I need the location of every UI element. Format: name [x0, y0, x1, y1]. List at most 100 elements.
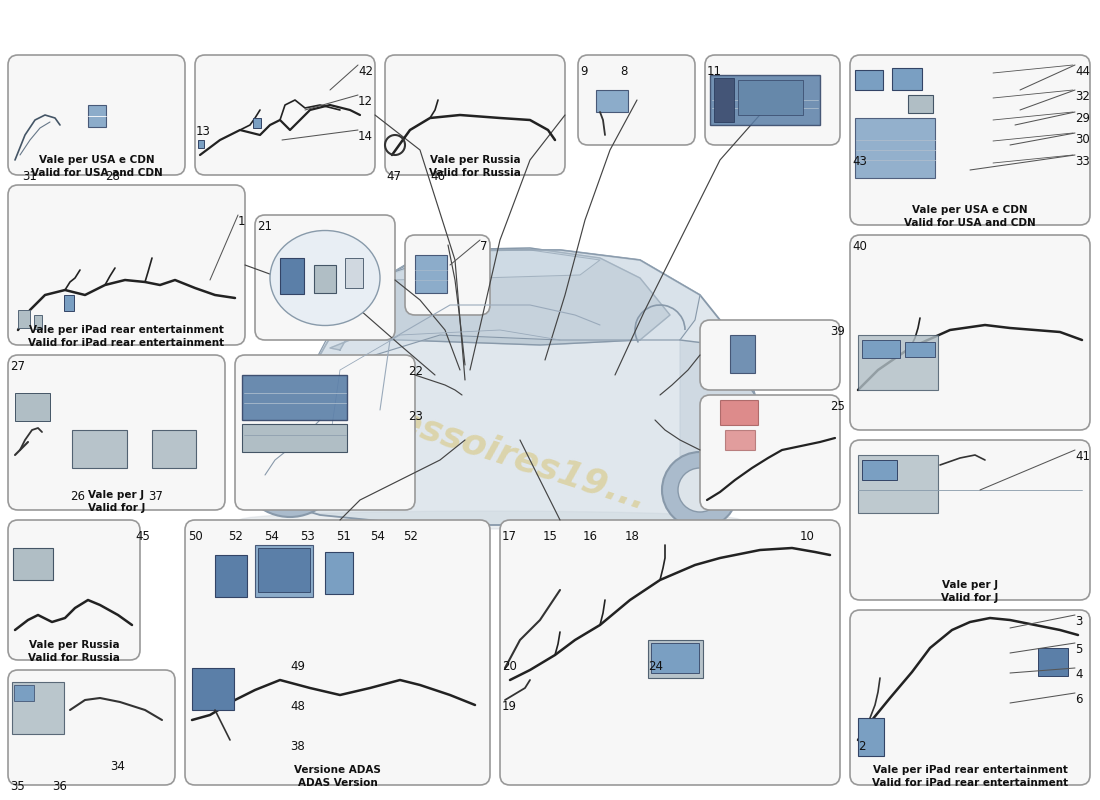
Bar: [855, 118, 935, 178]
Text: ADAS Version: ADAS Version: [298, 778, 377, 788]
FancyBboxPatch shape: [578, 55, 695, 145]
FancyBboxPatch shape: [255, 215, 395, 340]
Text: 8: 8: [620, 65, 627, 78]
Bar: [340, 320, 362, 332]
Text: 40: 40: [852, 240, 867, 253]
Bar: [280, 258, 304, 294]
Bar: [198, 140, 204, 148]
Text: 54: 54: [370, 530, 385, 543]
Text: 22: 22: [408, 365, 424, 378]
Text: 16: 16: [583, 530, 598, 543]
Bar: [858, 718, 884, 756]
FancyBboxPatch shape: [8, 670, 175, 785]
FancyBboxPatch shape: [235, 355, 415, 510]
Bar: [64, 295, 74, 311]
Bar: [862, 460, 896, 480]
Polygon shape: [255, 250, 760, 525]
Text: Vale per Russia: Vale per Russia: [29, 640, 119, 650]
Bar: [12, 682, 64, 734]
Text: 18: 18: [625, 530, 640, 543]
Text: Vale per Russia: Vale per Russia: [430, 155, 520, 165]
Bar: [214, 555, 248, 597]
Bar: [15, 393, 50, 421]
Text: 42: 42: [358, 65, 373, 78]
Bar: [858, 335, 938, 390]
Text: 50: 50: [188, 530, 202, 543]
Bar: [710, 75, 820, 125]
Circle shape: [260, 435, 320, 495]
Text: 15: 15: [543, 530, 558, 543]
Bar: [242, 424, 346, 452]
Bar: [345, 258, 363, 288]
Text: Valid for iPad rear entertainment: Valid for iPad rear entertainment: [872, 778, 1068, 788]
FancyBboxPatch shape: [700, 395, 840, 510]
Bar: [892, 68, 922, 90]
Text: 28: 28: [104, 170, 120, 183]
Text: Vale per iPad rear entertainment: Vale per iPad rear entertainment: [872, 765, 1067, 775]
FancyBboxPatch shape: [850, 440, 1090, 600]
Text: Vale per J: Vale per J: [88, 490, 144, 500]
Text: 12: 12: [358, 95, 373, 108]
Text: 5: 5: [1075, 643, 1082, 656]
Text: Valid for J: Valid for J: [88, 503, 145, 513]
FancyBboxPatch shape: [850, 235, 1090, 430]
Text: 4: 4: [1075, 668, 1082, 681]
Bar: [18, 310, 30, 328]
Text: Valid for iPad rear entertainment: Valid for iPad rear entertainment: [29, 338, 224, 348]
Text: 49: 49: [290, 660, 305, 673]
Bar: [720, 400, 758, 425]
Text: 52: 52: [403, 530, 418, 543]
Bar: [255, 545, 314, 597]
Text: 53: 53: [300, 530, 315, 543]
FancyBboxPatch shape: [500, 520, 840, 785]
Text: 21: 21: [257, 220, 272, 233]
Text: 11: 11: [707, 65, 722, 78]
Text: 19: 19: [502, 700, 517, 713]
Polygon shape: [330, 248, 670, 350]
Bar: [730, 335, 755, 373]
Circle shape: [276, 451, 304, 479]
Text: Vale per USA e CDN: Vale per USA e CDN: [912, 205, 1027, 215]
Text: 9: 9: [580, 65, 587, 78]
Text: 13: 13: [196, 125, 211, 138]
Bar: [862, 340, 900, 358]
Text: Valid for USA and CDN: Valid for USA and CDN: [31, 168, 163, 178]
Text: 7: 7: [480, 240, 487, 253]
FancyBboxPatch shape: [850, 610, 1090, 785]
FancyBboxPatch shape: [705, 55, 840, 145]
Text: 10: 10: [800, 530, 815, 543]
Bar: [855, 70, 883, 90]
Bar: [13, 548, 53, 580]
FancyBboxPatch shape: [405, 235, 490, 315]
Text: 24: 24: [648, 660, 663, 673]
FancyBboxPatch shape: [8, 55, 185, 175]
Text: Vale per iPad rear entertainment: Vale per iPad rear entertainment: [29, 325, 224, 335]
Bar: [725, 430, 755, 450]
Circle shape: [678, 468, 722, 512]
Bar: [415, 255, 447, 293]
Text: 26: 26: [70, 490, 85, 503]
Bar: [34, 315, 42, 329]
Text: 36: 36: [52, 780, 67, 793]
Text: accessoires19...: accessoires19...: [329, 383, 651, 517]
Text: 14: 14: [358, 130, 373, 143]
Text: 20: 20: [502, 660, 517, 673]
Bar: [14, 685, 34, 701]
Bar: [192, 668, 234, 710]
Bar: [314, 265, 336, 293]
Text: 41: 41: [1075, 450, 1090, 463]
FancyBboxPatch shape: [850, 55, 1090, 225]
Text: 1: 1: [238, 215, 245, 228]
Bar: [1038, 648, 1068, 676]
Bar: [88, 105, 106, 127]
Text: 27: 27: [10, 360, 25, 373]
Text: 51: 51: [336, 530, 351, 543]
Bar: [738, 80, 803, 115]
Circle shape: [238, 413, 342, 517]
Bar: [355, 388, 373, 400]
Text: 37: 37: [148, 490, 163, 503]
FancyBboxPatch shape: [185, 520, 490, 785]
Polygon shape: [295, 250, 700, 390]
Text: 39: 39: [830, 325, 845, 338]
Text: 54: 54: [264, 530, 279, 543]
